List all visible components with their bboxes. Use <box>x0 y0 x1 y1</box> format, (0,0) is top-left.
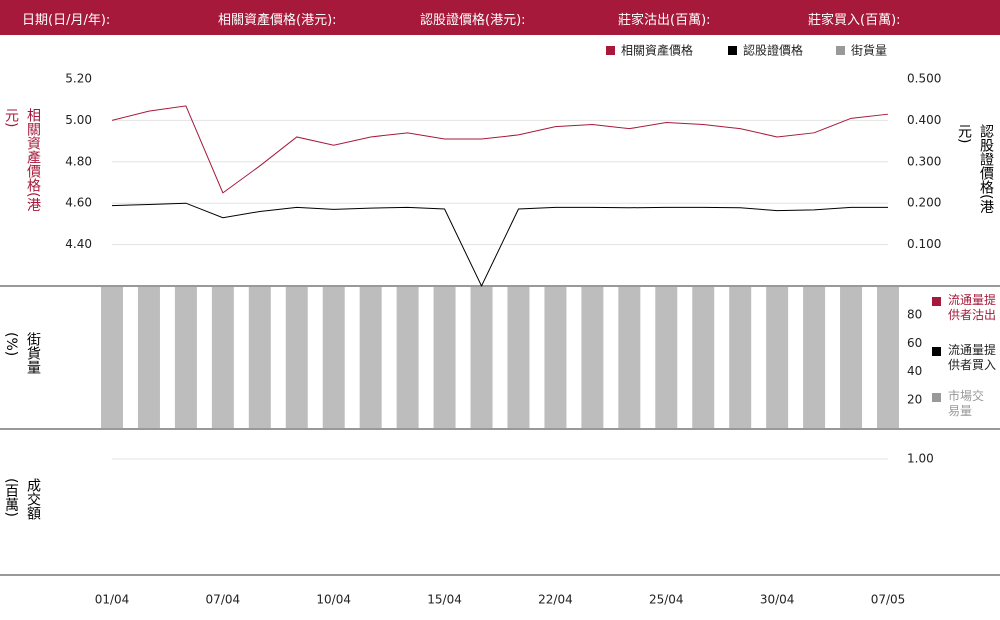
y-tick-label: 40 <box>907 364 922 378</box>
x-tick-label: 22/04 <box>538 593 573 607</box>
bar <box>581 287 604 428</box>
legend-entry: 流通量提供者沽出 <box>932 293 1000 323</box>
bar <box>101 287 123 428</box>
y-tick-label: 5.00 <box>65 113 92 127</box>
y-axis-label: 相關資產價格(港元) <box>3 108 41 212</box>
legend-entry: 市場交易量 <box>932 389 990 419</box>
bar <box>137 287 160 428</box>
header-bar: 日期(日/月/年): 相關資產價格(港元): 認股證價格(港元): 莊家沽出(百… <box>0 0 1000 35</box>
legend-text: 流通量提供者買入 <box>948 343 997 372</box>
x-tick-label: 01/04 <box>95 593 130 607</box>
legend-swatch <box>836 46 845 55</box>
bar <box>396 287 419 428</box>
bar <box>470 287 493 428</box>
legend-entry: 流通量提供者買入 <box>932 343 1000 373</box>
y2-tick-label: 0.200 <box>907 196 941 210</box>
bar <box>285 287 308 428</box>
bar <box>507 287 530 428</box>
bar <box>211 287 234 428</box>
x-tick-label: 25/04 <box>649 593 684 607</box>
bar <box>729 287 752 428</box>
bar <box>803 287 826 428</box>
legend-swatch <box>932 297 941 306</box>
legend-text: 相關資產價格 <box>621 43 693 58</box>
header-field: 相關資產價格(港元): <box>218 13 337 28</box>
bar <box>174 287 197 428</box>
line-series <box>111 202 888 288</box>
y2-tick-label: 0.400 <box>907 113 941 127</box>
bar <box>840 287 863 428</box>
y2-tick-label: 0.500 <box>907 72 941 86</box>
bar <box>692 287 715 428</box>
header-field: 莊家沽出(百萬): <box>618 13 711 28</box>
bar <box>433 287 456 428</box>
legend-swatch <box>606 46 615 55</box>
y2-tick-label: 0.100 <box>907 237 941 251</box>
legend-swatch <box>932 347 941 356</box>
bar <box>877 287 899 428</box>
y2-axis-label: 認股證價格(港元) <box>956 124 994 214</box>
y-axis-label: 街貨量(%) <box>3 332 41 374</box>
y-tick-label: 5.20 <box>65 72 92 86</box>
legend-swatch <box>932 393 941 402</box>
y-tick-label: 1.00 <box>907 452 934 466</box>
bar <box>655 287 678 428</box>
bar <box>544 287 567 428</box>
legend-text: 流通量提供者沽出 <box>948 293 997 322</box>
y-tick-label: 60 <box>907 336 922 350</box>
y-tick-label: 4.60 <box>65 196 92 210</box>
header-field: 日期(日/月/年): <box>22 13 111 28</box>
bar <box>322 287 345 428</box>
y-tick-label: 4.80 <box>65 154 92 168</box>
y2-tick-label: 0.300 <box>907 154 941 168</box>
x-tick-label: 07/04 <box>206 593 241 607</box>
bar <box>618 287 641 428</box>
y-tick-label: 80 <box>907 308 922 322</box>
legend-text: 認股證價格 <box>743 43 803 58</box>
x-tick-label: 30/04 <box>760 593 795 607</box>
bar <box>248 287 271 428</box>
x-tick-label: 10/04 <box>316 593 351 607</box>
y-tick-label: 4.40 <box>65 237 92 251</box>
legend-swatch <box>728 46 737 55</box>
bar <box>359 287 382 428</box>
line-series <box>111 105 889 194</box>
y-axis-label: 成交額(百萬) <box>3 478 41 520</box>
x-tick-label: 07/05 <box>871 593 906 607</box>
bar <box>766 287 789 428</box>
header-field: 莊家買入(百萬): <box>808 13 901 28</box>
x-tick-label: 15/04 <box>427 593 462 607</box>
y-tick-label: 20 <box>907 392 922 406</box>
legend-text: 市場交易量 <box>948 389 985 418</box>
legend-text: 街貨量 <box>851 43 887 58</box>
header-field: 認股證價格(港元): <box>420 13 526 28</box>
